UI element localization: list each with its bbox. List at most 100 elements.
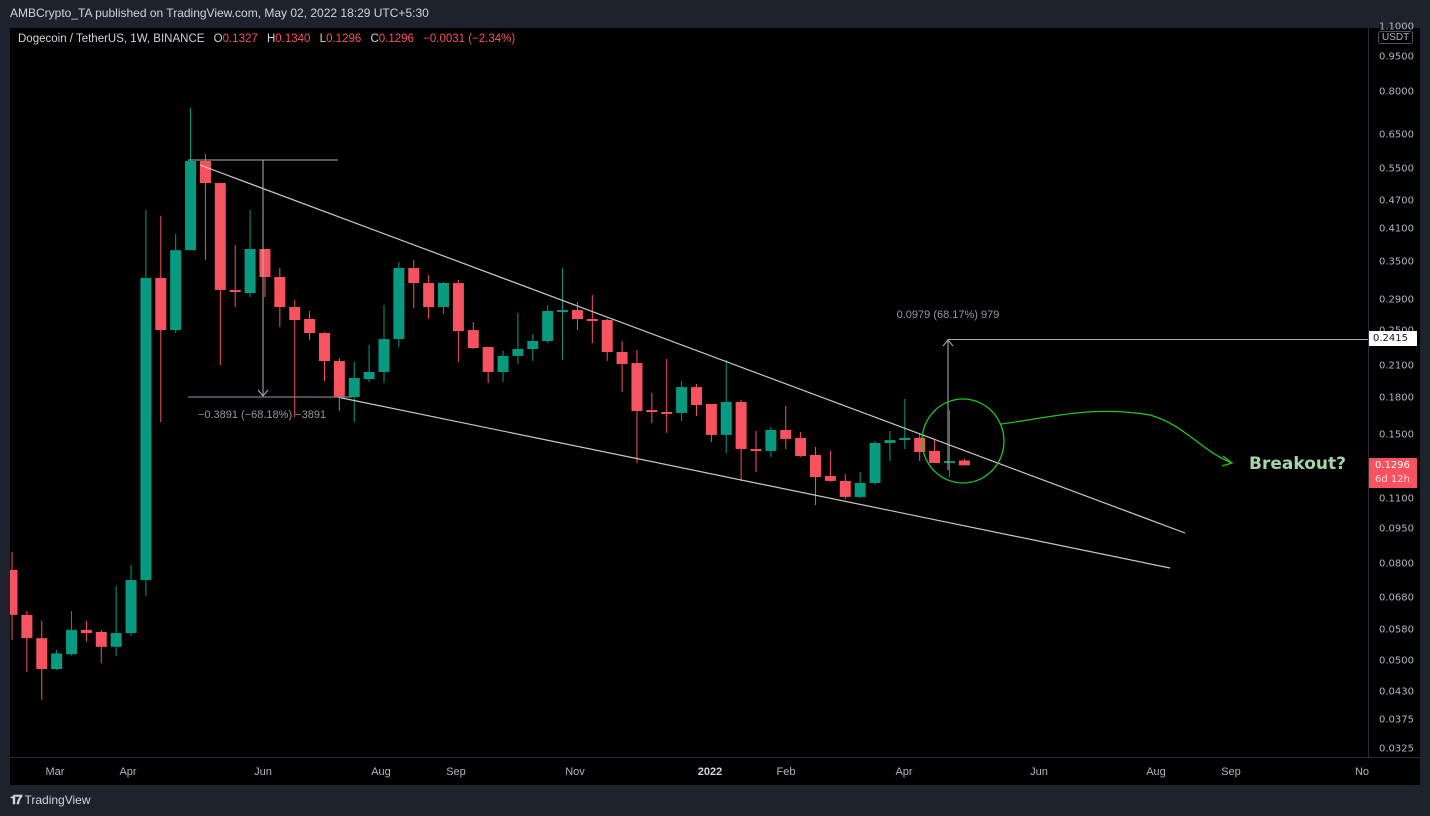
candle[interactable] <box>304 311 316 341</box>
candle[interactable] <box>601 318 613 362</box>
candle[interactable] <box>125 565 137 636</box>
candle[interactable] <box>348 361 360 422</box>
candle-body <box>735 401 747 450</box>
chart-pane[interactable] <box>10 28 1368 757</box>
candle[interactable] <box>482 347 494 383</box>
candle[interactable] <box>631 349 643 463</box>
candle[interactable] <box>750 431 762 473</box>
candle[interactable] <box>720 359 732 454</box>
candle[interactable] <box>616 340 628 392</box>
candle[interactable] <box>140 210 152 596</box>
candle[interactable] <box>170 234 182 334</box>
candle[interactable] <box>943 410 955 478</box>
candle[interactable] <box>274 268 286 328</box>
candle[interactable] <box>408 259 420 309</box>
candle[interactable] <box>899 398 911 450</box>
candle[interactable] <box>527 334 539 362</box>
candle[interactable] <box>661 358 673 433</box>
candle[interactable] <box>690 383 702 416</box>
candle[interactable] <box>36 620 48 700</box>
currency-badge[interactable]: USDT <box>1378 31 1414 44</box>
candle[interactable] <box>646 392 658 423</box>
candle[interactable] <box>824 450 836 482</box>
candle[interactable] <box>914 433 926 462</box>
candle[interactable] <box>423 274 435 319</box>
candle[interactable] <box>289 299 301 418</box>
candle[interactable] <box>512 312 524 364</box>
candle[interactable] <box>333 357 345 411</box>
upper-trendline[interactable] <box>199 164 1186 534</box>
candle[interactable] <box>884 431 896 462</box>
candle[interactable] <box>571 302 583 331</box>
price-tick-label: 0.2900 <box>1379 294 1414 306</box>
candle-body <box>810 454 822 478</box>
candle[interactable] <box>80 620 92 642</box>
candle[interactable] <box>95 629 107 664</box>
time-axis[interactable]: Mar Apr Jun Aug Sep Nov 2022 Feb Apr Jun Aug Sep No <box>10 757 1420 785</box>
candle[interactable] <box>705 403 717 443</box>
candle[interactable] <box>676 380 688 421</box>
candle-body <box>289 307 301 321</box>
candle-body <box>318 333 330 362</box>
lower-trendline[interactable] <box>336 396 1171 569</box>
candle-body <box>229 289 241 293</box>
candle-body <box>542 311 554 341</box>
candle[interactable] <box>929 440 941 463</box>
candle[interactable] <box>110 585 122 657</box>
tradingview-logo-icon[interactable]: 𝟏𝟕 <box>10 792 23 807</box>
candle[interactable] <box>214 183 226 365</box>
candle[interactable] <box>21 610 33 673</box>
candle[interactable] <box>869 441 881 485</box>
candle[interactable] <box>244 210 256 298</box>
close-label: C <box>370 33 379 45</box>
candle[interactable] <box>318 332 330 381</box>
candle[interactable] <box>557 268 569 360</box>
candle[interactable] <box>51 649 63 670</box>
candle-body <box>676 387 688 413</box>
symbol-name[interactable]: Dogecoin / TetherUS, 1W, BINANCE <box>18 33 205 45</box>
candle[interactable] <box>586 295 598 343</box>
price-tick-label: 0.1800 <box>1379 392 1414 404</box>
candle-body <box>51 653 63 670</box>
breakout-curve-arrow[interactable] <box>1000 410 1233 464</box>
candle[interactable] <box>66 610 78 656</box>
candle[interactable] <box>854 472 866 499</box>
arrow-head-right-icon <box>1221 455 1234 467</box>
breakout-circle[interactable] <box>921 398 1005 484</box>
candle[interactable] <box>497 350 509 383</box>
drop-measure-label: −0.3891 (−68.18%) −3891 <box>197 409 327 421</box>
candle[interactable] <box>259 248 271 298</box>
candle[interactable] <box>542 305 554 343</box>
candle[interactable] <box>958 458 970 466</box>
candle-body <box>66 629 78 655</box>
candle[interactable] <box>438 281 450 315</box>
candle[interactable] <box>363 345 375 383</box>
candle-body <box>482 347 494 372</box>
candle[interactable] <box>780 405 792 450</box>
candles-group <box>7 107 970 700</box>
candle[interactable] <box>7 552 18 640</box>
price-tick-label: 0.0430 <box>1379 686 1414 698</box>
candle-body <box>438 283 450 308</box>
time-tick-label: Feb <box>776 766 796 778</box>
price-tick-label: 0.0375 <box>1379 714 1414 726</box>
candle[interactable] <box>467 322 479 350</box>
candle[interactable] <box>378 305 390 383</box>
candle-body <box>348 377 360 398</box>
candle[interactable] <box>185 107 197 251</box>
brand-name[interactable]: TradingView <box>24 793 91 807</box>
candle[interactable] <box>735 399 747 482</box>
candle[interactable] <box>393 262 405 348</box>
candle[interactable] <box>452 279 464 362</box>
candle-body <box>824 476 836 481</box>
time-tick-label: Aug <box>371 766 391 778</box>
candle-body <box>80 629 92 634</box>
candle[interactable] <box>155 216 167 422</box>
candle[interactable] <box>229 245 241 308</box>
candle[interactable] <box>199 153 211 260</box>
candle[interactable] <box>839 474 851 499</box>
candle[interactable] <box>795 431 807 457</box>
time-tick-label: Apr <box>119 766 137 778</box>
price-axis[interactable]: 1.1000 0.9500 0.8000 0.6500 0.5500 0.4700 0.41… <box>1368 21 1421 757</box>
candle[interactable] <box>765 427 777 457</box>
